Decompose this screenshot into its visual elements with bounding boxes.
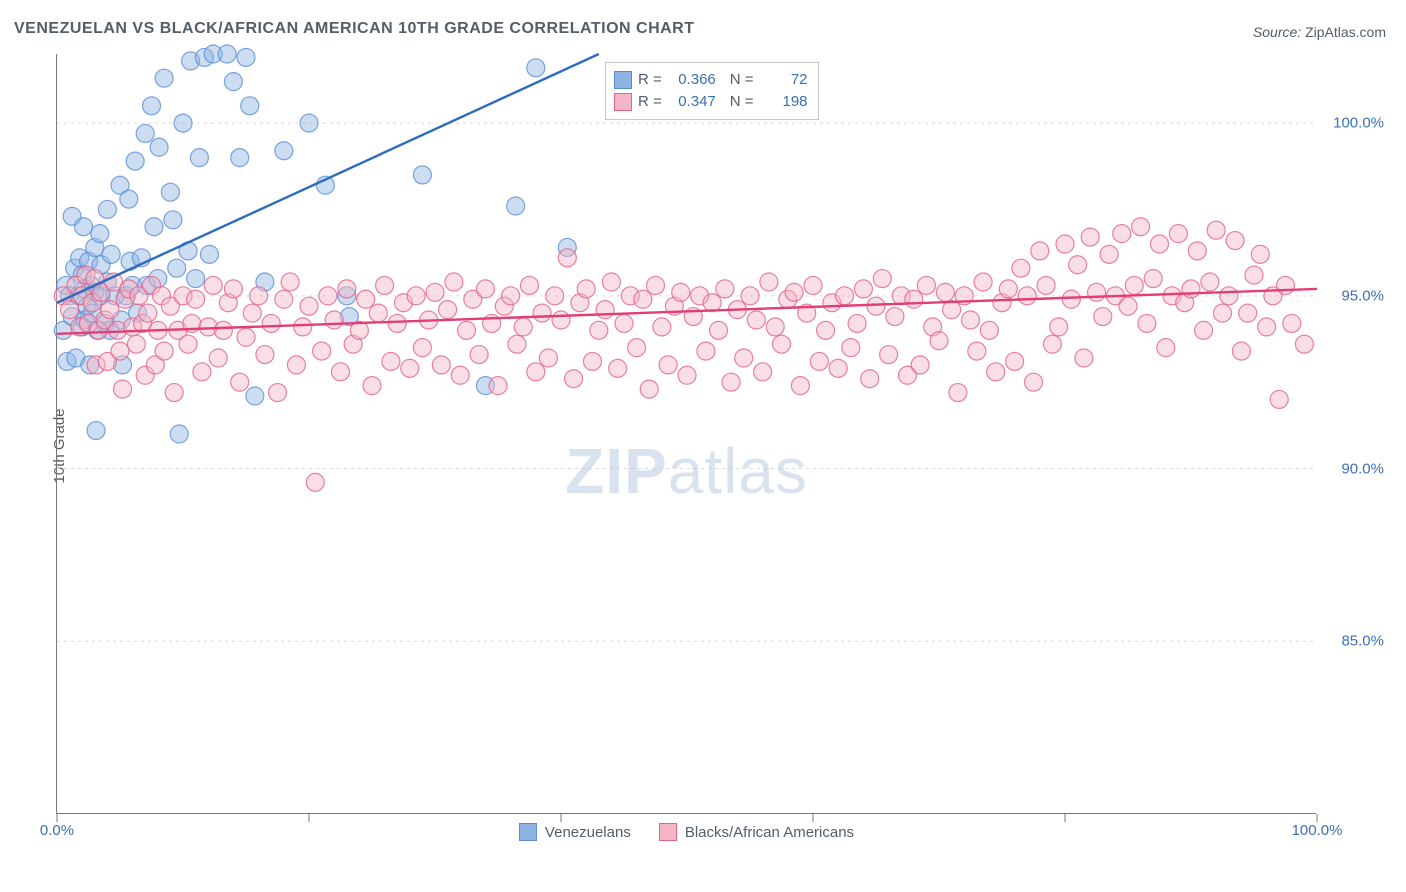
- plot-svg: [57, 54, 1316, 813]
- y-tick-label: 100.0%: [1333, 115, 1384, 132]
- source-attribution: Source: ZipAtlas.com: [1253, 24, 1386, 40]
- series-legend-item: Blacks/African Americans: [659, 823, 854, 841]
- legend-r-label: R =: [638, 69, 662, 91]
- legend-swatch: [659, 823, 677, 841]
- legend-r-label: R =: [638, 91, 662, 113]
- legend-n-label: N =: [730, 91, 754, 113]
- legend-swatch: [614, 71, 632, 89]
- source-value: ZipAtlas.com: [1305, 24, 1386, 40]
- chart-container: VENEZUELAN VS BLACK/AFRICAN AMERICAN 10T…: [0, 0, 1406, 892]
- legend-row: R = 0.347 N = 198: [614, 91, 808, 113]
- legend-swatch: [519, 823, 537, 841]
- x-tick-label: 100.0%: [1292, 822, 1343, 839]
- source-label: Source:: [1253, 24, 1301, 40]
- legend-r-value: 0.366: [668, 69, 716, 91]
- x-tick-label: 0.0%: [40, 822, 74, 839]
- legend-row: R = 0.366 N = 72: [614, 69, 808, 91]
- legend-n-value: 198: [760, 91, 808, 113]
- legend-r-value: 0.347: [668, 91, 716, 113]
- legend-n-value: 72: [760, 69, 808, 91]
- chart-title: VENEZUELAN VS BLACK/AFRICAN AMERICAN 10T…: [14, 20, 695, 38]
- y-tick-label: 90.0%: [1341, 460, 1384, 477]
- plot-area: ZIPatlas R =0.366N =72R =0.347N =198 Ven…: [56, 54, 1316, 814]
- y-tick-label: 95.0%: [1341, 287, 1384, 304]
- series-legend: Venezuelans Blacks/African Americans: [57, 823, 1316, 845]
- series-legend-label: Blacks/African Americans: [685, 824, 854, 841]
- legend-n-label: N =: [730, 69, 754, 91]
- series-legend-label: Venezuelans: [545, 824, 631, 841]
- correlation-legend: R = 0.366 N = 72 R = 0.347 N = 198: [605, 62, 819, 120]
- series-legend-item: Venezuelans: [519, 823, 631, 841]
- y-tick-label: 85.0%: [1341, 633, 1384, 650]
- legend-swatch: [614, 93, 632, 111]
